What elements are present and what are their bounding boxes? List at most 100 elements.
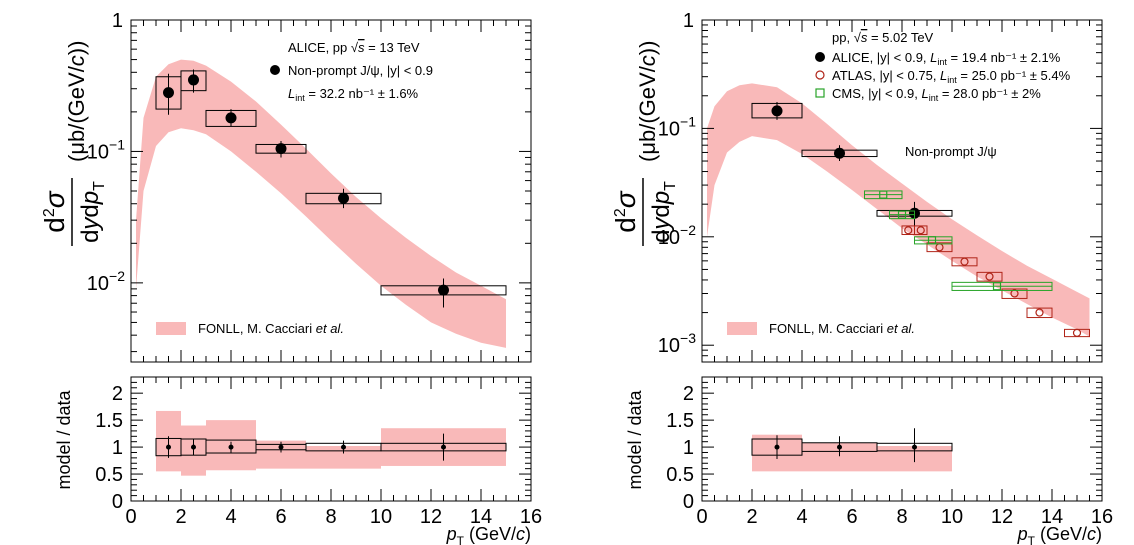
right-x-tick-label: 6 [846, 506, 857, 528]
left-main-y-ticks: 10−2 10−1 1 [87, 10, 531, 353]
left-ratio-ytick-label: 0.5 [95, 464, 123, 486]
right-legend-label-atlas: ATLAS, |y| < 0.75, Lint = 25.0 pb⁻¹ ± 5.… [832, 68, 1071, 85]
right-main-x-ticks [701, 20, 1103, 362]
left-x-tick-label: 12 [420, 506, 442, 528]
right-x-tick-label: 4 [796, 506, 807, 528]
left-data-layer [155, 69, 507, 308]
left-ratio-y-title: model / data [54, 389, 74, 489]
left-ratio-point-2 [228, 444, 234, 450]
right-legend-label-alice: ALICE, |y| < 0.9, Lint = 19.4 nb⁻¹ ± 2.1… [832, 50, 1061, 67]
left-annotation-line1: ALICE, pp √s = 13 TeV [288, 40, 420, 55]
right-ratio-y-title: model / data [625, 389, 645, 489]
svg-text:(μb/(GeV/c)): (μb/(GeV/c)) [64, 41, 89, 162]
left-ratio-point-0 [166, 444, 171, 450]
left-alice-point-5 [438, 284, 449, 296]
right-legend-marker-cms [815, 88, 825, 98]
right-x-axis-title: pT (GeV/c) [1017, 524, 1102, 545]
right-legend-title: pp, √s = 5.02 TeV [832, 30, 934, 45]
svg-text:d2σ: d2σ [610, 190, 641, 232]
right-ratio-point-2 [912, 444, 917, 450]
right-main-y-ticks: 10−3 10−2 10−1 1 [658, 10, 1102, 363]
right-atlas-syst-box-2 [926, 242, 953, 253]
left-ratio-point-1 [191, 444, 196, 450]
right-x-tick-label: 12 [991, 506, 1013, 528]
left-ratio-x-ticks: 0 2 4 6 8 10 12 14 16 [125, 377, 542, 528]
left-ratio-band-bin-4 [306, 446, 381, 469]
left-alice-point-2 [225, 112, 237, 124]
left-legend-fonll-label: FONLL, M. Cacciari et al. [198, 321, 344, 336]
left-legend-marker-alice [270, 65, 280, 75]
right-legend-fonll-swatch [727, 322, 757, 335]
right-cms-point-2 [927, 236, 937, 245]
left-x-tick-label: 14 [470, 506, 492, 528]
left-main-ytick-label: 10−2 [87, 268, 125, 295]
right-ratio-ytick-label: 1 [683, 437, 694, 459]
right-ratio-ytick-label: 0.5 [666, 464, 694, 486]
left-x-tick-label: 4 [225, 506, 236, 528]
right-x-tick-label: 14 [1041, 506, 1063, 528]
right-legend-label-cms: CMS, |y| < 0.9, Lint = 28.0 pb⁻¹ ± 2% [832, 86, 1041, 103]
right-ratio-ytick-label: 0 [683, 491, 694, 513]
left-x-tick-label: 16 [520, 506, 542, 528]
svg-text:(μb/(GeV/c)): (μb/(GeV/c)) [635, 41, 660, 162]
left-ratio-ytick-label: 2 [112, 383, 123, 405]
right-panel: 10−3 10−2 10−1 1 d2σ dydpT (μb/(GeV/c)) pp,… [610, 10, 1113, 545]
left-x-tick-label: 10 [370, 506, 392, 528]
right-atlas-point-1 [916, 226, 925, 235]
left-alice-point-0 [163, 87, 174, 99]
right-x-tick-label: 16 [1091, 506, 1113, 528]
right-main-ytick-label: 10−2 [658, 222, 696, 249]
left-alice-point-4 [338, 192, 349, 204]
right-legend-marker-alice [815, 52, 825, 62]
left-x-tick-label: 8 [325, 506, 336, 528]
right-ratio-data-layer [751, 428, 953, 463]
right-alice-point-0 [771, 105, 783, 117]
svg-text:d2σ: d2σ [39, 190, 70, 232]
left-y-axis-title: d2σ dydpT (μb/(GeV/c)) [39, 41, 108, 246]
right-ratio-ytick-label: 1.5 [666, 410, 694, 432]
left-main-x-ticks [130, 20, 532, 362]
left-ratio-point-4 [341, 444, 346, 450]
right-x-tick-label: 2 [746, 506, 757, 528]
right-atlas-point-3 [960, 257, 969, 266]
right-ratio-point-0 [774, 444, 780, 450]
left-x-tick-label: 6 [275, 506, 286, 528]
right-ratio-band-layer [752, 434, 952, 472]
left-ratio-data-layer [155, 433, 507, 461]
left-legend-fonll-swatch [156, 322, 186, 335]
right-ratio-y-ticks: 0 0.5 1 1.5 2 [666, 376, 1102, 513]
left-alice-point-3 [275, 143, 287, 155]
right-atlas-point-4 [985, 272, 994, 281]
right-cms-point-1 [897, 210, 907, 219]
right-atlas-point-7 [1072, 328, 1082, 337]
left-ratio-ytick-label: 1 [112, 437, 123, 459]
right-main-ytick-label: 1 [683, 10, 694, 32]
left-ratio-point-3 [278, 444, 284, 450]
right-data-layer [751, 102, 1090, 338]
left-ratio-point-5 [441, 444, 446, 450]
right-x-tick-label: 8 [896, 506, 907, 528]
right-ratio-point-1 [837, 444, 842, 450]
right-legend-fonll-label: FONLL, M. Cacciari et al. [769, 321, 915, 336]
right-atlas-syst-box-5 [1001, 288, 1028, 299]
right-legend-marker-atlas [815, 70, 825, 80]
left-x-tick-label: 2 [175, 506, 186, 528]
right-cms-point-0 [879, 190, 888, 199]
left-alice-point-1 [188, 74, 199, 86]
right-main-ytick-label: 10−3 [658, 330, 696, 357]
right-atlas-syst-box-4 [976, 271, 1003, 282]
right-x-tick-label: 0 [696, 506, 707, 528]
left-ratio-ytick-label: 0 [112, 491, 123, 513]
right-cms-point-3 [992, 282, 1002, 291]
left-ratio-y-ticks: 0 0.5 1 1.5 2 [95, 376, 531, 513]
left-annotation-line2: Non-prompt J/ψ, |y| < 0.9 [288, 63, 433, 78]
left-x-tick-label: 0 [125, 506, 136, 528]
svg-text:dydpT: dydpT [648, 181, 679, 243]
left-main-ytick-label: 10−1 [87, 136, 125, 163]
svg-text:dydpT: dydpT [77, 181, 108, 243]
right-y-axis-title: d2σ dydpT (μb/(GeV/c)) [610, 41, 679, 246]
right-ratio-x-ticks: 0 2 4 6 8 10 12 14 16 [696, 377, 1113, 528]
right-atlas-syst-box-1 [914, 225, 928, 236]
left-annotation-line3: Lint = 32.2 nb⁻¹ ± 1.6% [288, 86, 419, 103]
